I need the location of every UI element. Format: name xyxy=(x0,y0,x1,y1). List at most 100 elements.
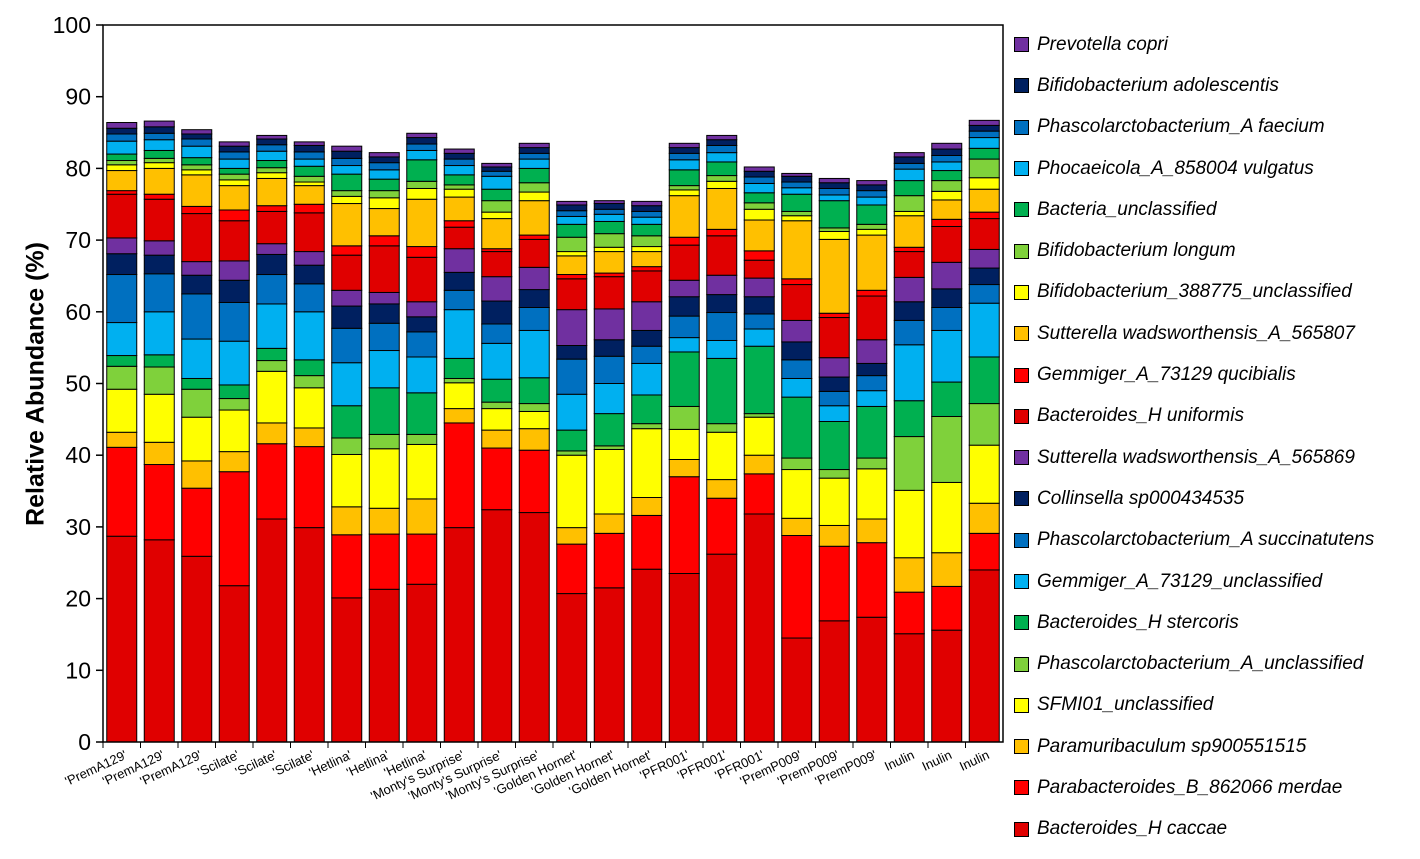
bar-segment-21-1 xyxy=(856,616,888,743)
bar-segment-20-8 xyxy=(818,390,850,407)
bar-segment-15-12 xyxy=(631,266,663,272)
bar-segment-3-3 xyxy=(181,460,213,489)
bar-segment-19-19 xyxy=(781,175,813,183)
bar-segment-8-14 xyxy=(368,197,400,210)
bar-segment-13-18 xyxy=(556,210,588,217)
bar-segment-10-6 xyxy=(443,357,475,379)
bar-segment-2-13 xyxy=(143,167,175,195)
bar-segment-1-3 xyxy=(106,431,138,448)
bar-segment-11-19 xyxy=(481,166,513,172)
bar-segment-1-15 xyxy=(106,160,138,166)
bar-segment-11-14 xyxy=(481,211,513,220)
legend-item: SFMI01_unclassified xyxy=(1014,685,1414,726)
bar-segment-4-12 xyxy=(218,209,250,222)
bar-segment-15-17 xyxy=(631,216,663,225)
bar-segment-9-16 xyxy=(406,159,438,182)
bar-segment-15-9 xyxy=(631,329,663,347)
bar-segment-20-19 xyxy=(818,182,850,189)
bar-segment-7-17 xyxy=(331,165,363,175)
bar-segment-6-4 xyxy=(293,387,325,429)
legend-swatch xyxy=(1014,202,1029,218)
bar-segment-18-6 xyxy=(743,345,775,415)
bar-segment-6-10 xyxy=(293,251,325,266)
legend-swatch xyxy=(1014,284,1029,300)
bar-segment-16-9 xyxy=(668,296,700,317)
bar-segment-4-10 xyxy=(218,260,250,281)
bar-segment-3-20 xyxy=(181,129,213,135)
bar-segment-2-11 xyxy=(143,198,175,242)
bar-segment-13-7 xyxy=(556,393,588,431)
bar-segment-7-3 xyxy=(331,506,363,536)
bar-segment-2-7 xyxy=(143,311,175,356)
bar-segment-3-19 xyxy=(181,133,213,140)
y-tick-label: 50 xyxy=(65,371,91,397)
bar-segment-8-15 xyxy=(368,190,400,199)
bar-segment-12-2 xyxy=(518,449,550,514)
legend-item: Bacteroides_H caccae xyxy=(1014,809,1414,850)
bar-segment-22-13 xyxy=(893,215,925,248)
bar-segment-14-3 xyxy=(593,513,625,534)
bar-segment-9-3 xyxy=(406,498,438,535)
bar-segment-12-15 xyxy=(518,182,550,193)
bar-segment-15-2 xyxy=(631,514,663,570)
bar-segment-5-13 xyxy=(256,177,288,207)
bar-segment-24-9 xyxy=(968,267,1000,286)
bar-segment-3-10 xyxy=(181,261,213,276)
bar-segment-6-15 xyxy=(293,175,325,183)
bar-segment-4-20 xyxy=(218,141,250,147)
bar-segment-2-9 xyxy=(143,254,175,275)
bar-segment-23-4 xyxy=(931,481,963,554)
bar-segment-5-17 xyxy=(256,150,288,162)
bar-segment-20-17 xyxy=(818,194,850,202)
bar-segment-18-10 xyxy=(743,277,775,298)
bar-segment-6-14 xyxy=(293,181,325,187)
y-tick-label: 30 xyxy=(65,514,91,540)
legend-item: Bacteroides_H uniformis xyxy=(1014,396,1414,437)
bar-segment-15-8 xyxy=(631,345,663,364)
bar-segment-17-7 xyxy=(706,339,738,359)
bar-segment-22-7 xyxy=(893,344,925,402)
bar-segment-21-4 xyxy=(856,468,888,520)
legend-label: Gemmiger_A_73129 qucibialis xyxy=(1037,364,1296,386)
legend-label: Bacteroides_H stercoris xyxy=(1037,611,1239,633)
bar-segment-9-4 xyxy=(406,443,438,500)
legend-swatch xyxy=(1014,450,1029,466)
bar-segment-1-18 xyxy=(106,133,138,142)
bar-segment-24-3 xyxy=(968,502,1000,534)
x-tick-label: 'Scilate' xyxy=(195,747,241,779)
bar-segment-23-5 xyxy=(931,415,963,483)
bar-segment-8-12 xyxy=(368,235,400,247)
bar-segment-18-5 xyxy=(743,413,775,418)
bar-segment-23-20 xyxy=(931,142,963,150)
bar-segment-24-12 xyxy=(968,211,1000,220)
x-tick-label: Inulin xyxy=(882,747,917,774)
bar-segment-21-15 xyxy=(856,223,888,230)
bar-segment-20-11 xyxy=(818,317,850,359)
legend-swatch xyxy=(1014,367,1029,383)
bar-segment-14-2 xyxy=(593,532,625,589)
bar-segment-15-20 xyxy=(631,200,663,207)
legend-item: Bifidobacterium longum xyxy=(1014,230,1414,271)
bar-segment-21-12 xyxy=(856,289,888,297)
bar-segment-16-8 xyxy=(668,315,700,339)
x-tick-label: Inulin xyxy=(920,747,955,774)
bar-segment-14-14 xyxy=(593,246,625,253)
bar-segment-3-7 xyxy=(181,338,213,379)
bar-segment-14-13 xyxy=(593,251,625,274)
bar-segment-20-3 xyxy=(818,524,850,547)
bar-segment-1-19 xyxy=(106,127,138,135)
bar-segment-5-19 xyxy=(256,138,288,146)
bar-segment-24-10 xyxy=(968,248,1000,269)
bar-segment-17-8 xyxy=(706,312,738,341)
legend-swatch xyxy=(1014,656,1029,672)
bar-segment-9-13 xyxy=(406,198,438,248)
bar-segment-5-5 xyxy=(256,360,288,372)
bar-segment-21-17 xyxy=(856,196,888,206)
bar-segment-7-6 xyxy=(331,405,363,439)
bar-segment-18-9 xyxy=(743,296,775,315)
bar-segment-17-16 xyxy=(706,161,738,177)
bar-segment-6-12 xyxy=(293,203,325,214)
bar-segment-9-8 xyxy=(406,331,438,358)
bar-segment-15-3 xyxy=(631,497,663,516)
bar-segment-16-1 xyxy=(668,573,700,743)
